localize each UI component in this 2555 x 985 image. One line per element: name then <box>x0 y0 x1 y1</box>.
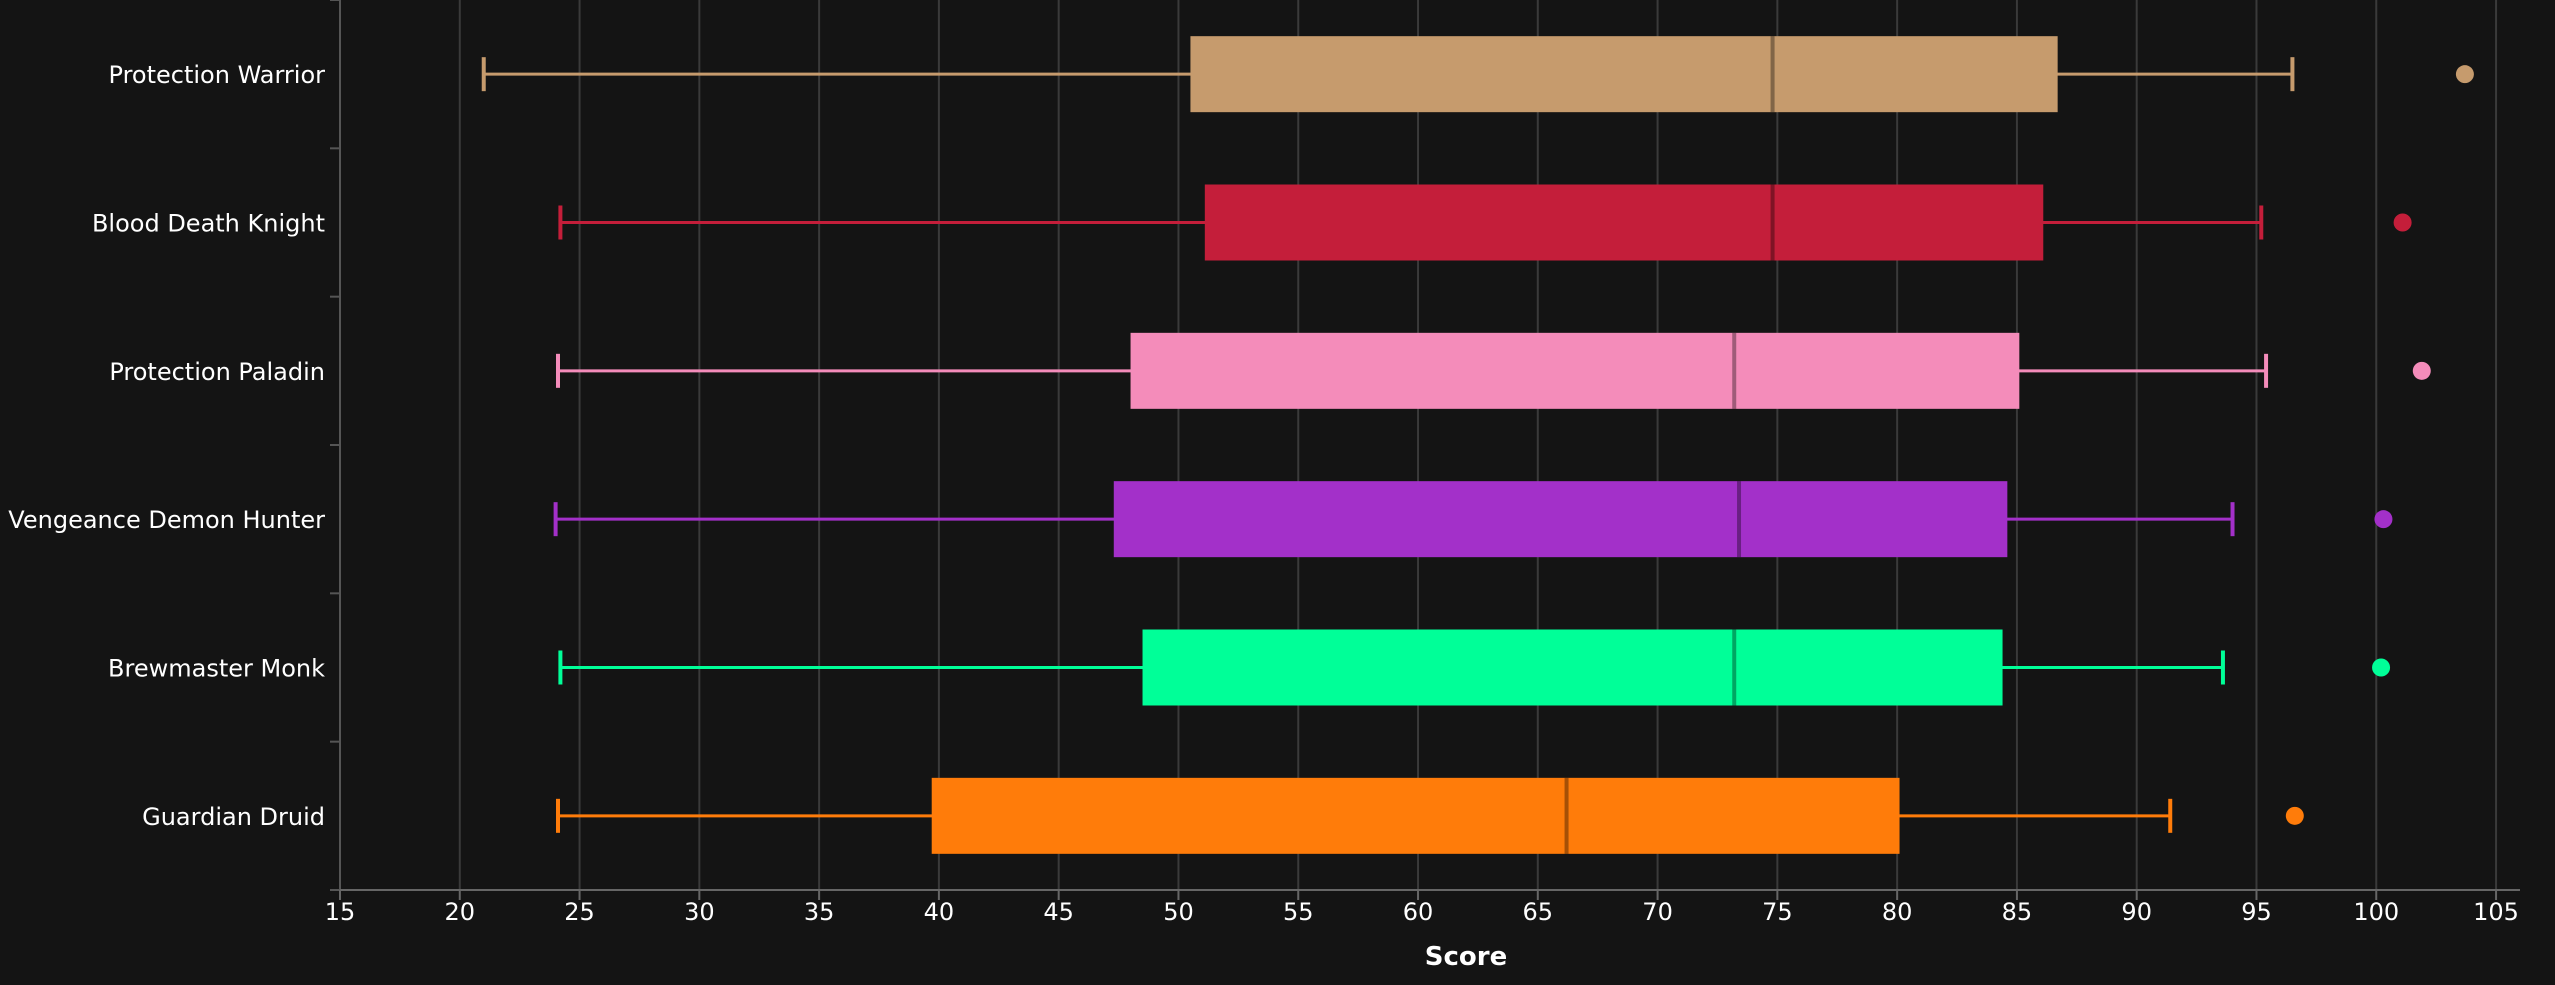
outlier-point <box>2455 65 2474 84</box>
grid-lines <box>339 0 2498 890</box>
category-label: Vengeance Demon Hunter <box>8 506 325 534</box>
x-tick-label: 45 <box>1043 898 1074 926</box>
x-axis: 15 20 25 30 35 40 45 50 55 60 65 70 75 80 85 90 95 100 105 <box>325 889 2520 926</box>
iqr-box <box>931 777 1900 854</box>
box-group <box>558 629 2391 706</box>
x-tick-label: 100 <box>2353 898 2399 926</box>
box-group <box>556 777 2304 854</box>
x-tick-label: 25 <box>564 898 595 926</box>
x-tick-label: 30 <box>684 898 715 926</box>
category-label: Guardian Druid <box>142 803 325 831</box>
x-tick-label: 105 <box>2473 898 2519 926</box>
outlier-point <box>2412 361 2431 380</box>
x-tick-label: 35 <box>804 898 835 926</box>
category-label: Protection Warrior <box>109 61 326 89</box>
category-label: Brewmaster Monk <box>108 655 325 683</box>
x-tick-label: 75 <box>1762 898 1793 926</box>
iqr-box <box>1204 184 2044 261</box>
x-tick-label: 95 <box>2241 898 2272 926</box>
x-tick-label: 15 <box>325 898 356 926</box>
category-label: Protection Paladin <box>109 358 325 386</box>
outlier-point <box>2393 213 2412 232</box>
outlier-point <box>2374 510 2393 529</box>
box-group <box>558 184 2412 261</box>
x-tick-label: 80 <box>1882 898 1913 926</box>
outlier-point <box>2372 658 2391 677</box>
x-tick-label: 20 <box>445 898 476 926</box>
outlier-point <box>2285 806 2304 825</box>
iqr-box <box>1130 332 2020 409</box>
x-tick-label: 85 <box>2002 898 2033 926</box>
iqr-box <box>1142 629 2003 706</box>
box-series <box>481 36 2474 854</box>
category-label: Blood Death Knight <box>92 210 325 238</box>
x-axis-label: Score <box>1425 942 1507 972</box>
box-group <box>553 481 2393 558</box>
x-tick-label: 65 <box>1523 898 1554 926</box>
x-tick-label: 50 <box>1163 898 1194 926</box>
x-tick-label: 90 <box>2121 898 2152 926</box>
box-group <box>556 332 2431 409</box>
iqr-box <box>1113 481 2008 558</box>
x-tick-label: 70 <box>1642 898 1673 926</box>
y-axis: Protection Warrior Blood Death Knight Prot… <box>8 0 341 891</box>
iqr-box <box>1190 36 2058 113</box>
x-tick-label: 55 <box>1283 898 1314 926</box>
x-tick-label: 40 <box>924 898 955 926</box>
x-tick-label: 60 <box>1403 898 1434 926</box>
box-group <box>481 36 2474 113</box>
